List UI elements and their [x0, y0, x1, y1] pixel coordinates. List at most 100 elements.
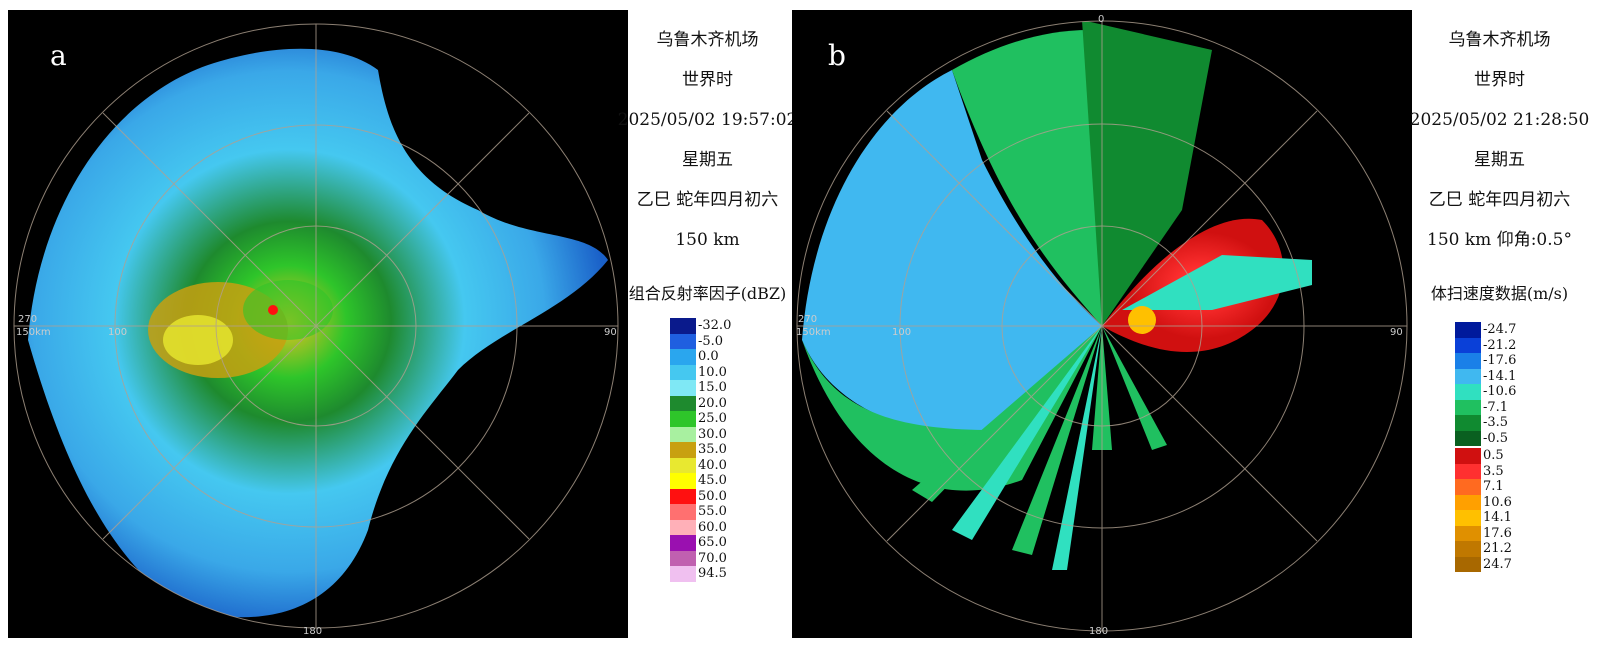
legend-swatch: [670, 318, 696, 334]
axis-label-west-range-b: 150km: [796, 327, 831, 338]
legend-label: 40.0: [698, 457, 727, 473]
legend-row: 15.0: [670, 380, 731, 396]
legend-label: 70.0: [698, 550, 727, 566]
legend-row: 40.0: [670, 457, 731, 473]
legend-label: 55.0: [698, 504, 727, 519]
legend-row: 30.0: [670, 426, 731, 442]
legend-swatch: [670, 333, 696, 349]
info-a: 乌鲁木齐机场 世界时 2025/05/02 19:57:02 星期五 乙巳 蛇年…: [615, 20, 800, 314]
legend-swatch: [670, 380, 696, 396]
legend-row: -21.2: [1455, 337, 1517, 353]
legend-label: -7.1: [1483, 399, 1509, 415]
legend-row: 55.0: [670, 504, 731, 520]
legend-label: -21.2: [1483, 337, 1517, 353]
legend-swatch: [670, 457, 696, 473]
legend-label: 15.0: [698, 380, 727, 395]
legend-row: 21.2: [1455, 541, 1512, 557]
legend-swatch: [670, 442, 696, 458]
legend-row: -24.7: [1455, 322, 1516, 338]
legend-label: 0.5: [1483, 448, 1504, 463]
axis-label-south-b: 180: [1089, 626, 1108, 637]
legend-row: 24.7: [1455, 556, 1512, 572]
legend-label: 7.1: [1483, 479, 1504, 494]
time-label-b: 世界时: [1474, 70, 1525, 90]
legend-row: 10.0: [670, 364, 731, 380]
axis-label-ring-b: 100: [892, 327, 911, 338]
legend-row: -10.6: [1455, 384, 1516, 400]
radar-image-a: a 270 150km 100 90 180: [8, 10, 628, 638]
legend-label: 17.6: [1483, 525, 1512, 541]
panel-letter-b: b: [828, 39, 846, 72]
legend-row: 14.1: [1455, 510, 1512, 526]
legend-swatch: [1455, 322, 1481, 338]
legend-row: 3.5: [1455, 463, 1512, 479]
legend-swatch: [670, 566, 696, 582]
legend-row: 0.5: [1455, 448, 1512, 464]
legend-row: 20.0: [670, 395, 731, 411]
legend-title-a: 组合反射率因子(dBZ): [628, 284, 787, 303]
range-b: 150 km 仰角:0.5°: [1427, 230, 1572, 250]
legend-swatch: [1455, 541, 1481, 557]
time-label-a: 世界时: [682, 70, 733, 90]
legend-label: 14.1: [1483, 510, 1512, 525]
legend-label: -10.6: [1483, 384, 1517, 399]
legend-row: -5.0: [670, 333, 731, 349]
legend-swatch: [1455, 448, 1481, 464]
legend-row: 0.0: [670, 349, 731, 365]
legend-row: -14.1: [1455, 368, 1517, 384]
legend-swatch: [1455, 384, 1481, 400]
legend-b-positive: 0.5 3.5 7.1 10.6 14.1 17.6 21.2 24.7: [1455, 448, 1512, 572]
legend-row: 50.0: [670, 488, 731, 504]
legend-swatch: [1455, 525, 1481, 541]
axis-label-west-range: 150km: [16, 327, 51, 338]
radar-image-b: b 0 270 150km 100 90 180: [792, 10, 1412, 638]
legend-row: 17.6: [1455, 525, 1512, 541]
legend-row: 7.1: [1455, 479, 1512, 495]
axis-label-west: 270: [18, 314, 37, 325]
legend-swatch: [1455, 430, 1481, 446]
legend-swatch: [670, 349, 696, 365]
legend-swatch: [1455, 479, 1481, 495]
legend-label: 10.6: [1483, 494, 1512, 510]
legend-swatch: [1455, 510, 1481, 526]
legend-label: 45.0: [698, 473, 727, 488]
legend-label: -5.0: [698, 333, 724, 349]
legend-swatch: [1455, 399, 1481, 415]
legend-swatch: [670, 488, 696, 504]
legend-label: 20.0: [698, 395, 727, 411]
axis-label-south: 180: [303, 626, 322, 637]
legend-swatch: [670, 473, 696, 489]
legend-row: 25.0: [670, 411, 731, 427]
panel-letter-a: a: [50, 39, 67, 72]
axis-label-west-b: 270: [798, 314, 817, 325]
legend-row: -7.1: [1455, 399, 1516, 415]
axis-label-east: 90: [604, 327, 617, 338]
weekday-a: 星期五: [682, 150, 733, 170]
legend-swatch: [1455, 353, 1481, 369]
legend-swatch: [1455, 415, 1481, 431]
legend-label: -17.6: [1483, 353, 1517, 368]
legend-label: -3.5: [1483, 415, 1509, 430]
legend-label: 10.0: [698, 364, 727, 380]
legend-swatch: [1455, 463, 1481, 479]
legend-title-b: 体扫速度数据(m/s): [1430, 284, 1569, 303]
axis-label-east-b: 90: [1390, 327, 1403, 338]
legend-swatch: [1455, 337, 1481, 353]
legend-b-negative: -24.7 -21.2 -17.6 -14.1 -10.6 -7.1 -3.5 -0.5: [1455, 322, 1516, 446]
legend-row: 45.0: [670, 473, 731, 489]
legend-row: -0.5: [1455, 430, 1516, 446]
legend-label: -0.5: [1483, 430, 1509, 446]
weekday-b: 星期五: [1474, 150, 1525, 170]
legend-swatch: [1455, 494, 1481, 510]
lunar-date-b: 乙巳 蛇年四月初六: [1428, 190, 1571, 210]
legend-label: 94.5: [698, 566, 727, 581]
legend-label: 30.0: [698, 426, 727, 442]
legend-swatch: [670, 364, 696, 380]
legend-swatch: [670, 550, 696, 566]
legend-swatch: [670, 411, 696, 427]
legend-label: -14.1: [1483, 368, 1517, 384]
datetime-b: 2025/05/02 21:28:50: [1409, 110, 1590, 130]
station-name-a: 乌鲁木齐机场: [656, 30, 759, 50]
legend-swatch: [1455, 368, 1481, 384]
legend-label: 60.0: [698, 519, 727, 535]
